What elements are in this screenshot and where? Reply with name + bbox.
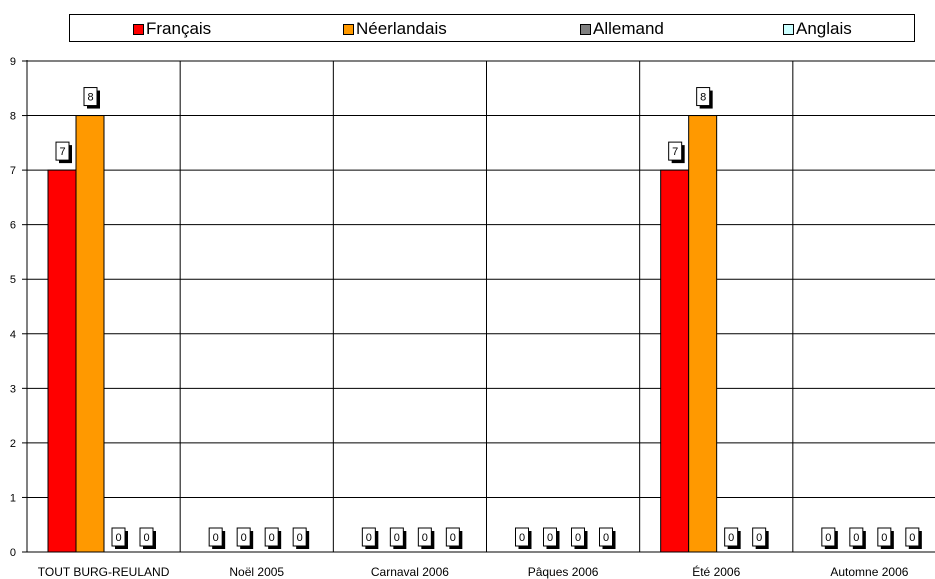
- data-label-box: [877, 527, 892, 547]
- bar: [47, 169, 77, 553]
- data-label-box: [445, 527, 460, 547]
- data-label-box: [696, 87, 711, 107]
- category-label: Automne 2006: [830, 565, 908, 579]
- data-label-box: [55, 141, 70, 161]
- data-label: 7: [59, 146, 65, 158]
- data-label-box: [599, 527, 613, 547]
- data-label: 0: [728, 532, 734, 544]
- data-label-box: [752, 527, 767, 547]
- data-label-box: [389, 527, 404, 547]
- data-label: 0: [394, 532, 400, 544]
- category-label: Pâques 2006: [528, 565, 599, 579]
- data-label-box: [236, 527, 251, 547]
- data-label: 0: [213, 532, 219, 544]
- bar: [688, 115, 718, 553]
- data-label-box: [292, 527, 307, 547]
- legend-swatch: [580, 23, 591, 35]
- legend-swatch: [343, 23, 354, 35]
- data-label: 0: [519, 532, 525, 544]
- legend: Français Néerlandais Allemand Anglais: [69, 14, 915, 42]
- data-label: 0: [241, 532, 247, 544]
- data-label-box: [208, 527, 223, 547]
- data-label-box: [83, 87, 98, 107]
- data-label-box: [361, 527, 376, 547]
- category-label: Carnaval 2006: [371, 565, 449, 579]
- legend-item: Français: [133, 19, 211, 39]
- y-tick-label: 4: [10, 329, 16, 341]
- data-label: 0: [909, 532, 915, 544]
- y-tick-label: 5: [10, 274, 16, 286]
- data-label: 7: [672, 146, 678, 158]
- data-label: 8: [700, 92, 706, 104]
- bar: [660, 169, 690, 553]
- data-label: 0: [575, 532, 581, 544]
- bar: [75, 115, 105, 553]
- data-label-box: [264, 527, 279, 547]
- data-label-box: [905, 527, 920, 547]
- data-label-box: [139, 527, 154, 547]
- data-label: 0: [547, 532, 553, 544]
- data-label: 0: [450, 532, 456, 544]
- data-label: 0: [853, 532, 859, 544]
- y-tick-label: 9: [10, 56, 16, 68]
- y-tick-label: 3: [10, 383, 16, 395]
- category-label: TOUT BURG-REULAND: [38, 565, 170, 579]
- data-label: 0: [422, 532, 428, 544]
- category-label: Noël 2005: [229, 565, 284, 579]
- legend-item: Néerlandais: [343, 19, 447, 39]
- data-label: 8: [87, 92, 93, 104]
- data-label-box: [111, 527, 126, 547]
- y-tick-label: 0: [10, 547, 16, 559]
- data-label-box: [515, 527, 529, 547]
- legend-swatch: [783, 23, 794, 35]
- y-tick-label: 6: [10, 220, 16, 232]
- data-label-box: [543, 527, 557, 547]
- category-label: Été 2006: [692, 564, 740, 579]
- y-tick-label: 2: [10, 438, 16, 450]
- legend-label: Allemand: [593, 19, 664, 38]
- legend-label: Néerlandais: [356, 19, 447, 38]
- y-tick-label: 1: [10, 492, 16, 504]
- data-label-box: [668, 141, 683, 161]
- data-label-box: [417, 527, 432, 547]
- data-label: 0: [756, 532, 762, 544]
- data-label-box: [724, 527, 739, 547]
- data-label-box: [849, 527, 864, 547]
- y-tick-label: 8: [10, 111, 16, 123]
- data-label: 0: [143, 532, 149, 544]
- legend-swatch: [133, 23, 144, 35]
- data-label: 0: [269, 532, 275, 544]
- data-label: 0: [115, 532, 121, 544]
- legend-label: Anglais: [796, 19, 852, 38]
- data-label: 0: [881, 532, 887, 544]
- y-tick-label: 7: [10, 165, 16, 177]
- data-label-box: [821, 527, 836, 547]
- data-label: 0: [366, 532, 372, 544]
- legend-item: Anglais: [783, 19, 852, 39]
- data-label-box: [571, 527, 585, 547]
- data-label: 0: [297, 532, 303, 544]
- data-label: 0: [603, 532, 609, 544]
- legend-label: Français: [146, 19, 212, 38]
- data-label: 0: [825, 532, 831, 544]
- legend-item: Allemand: [580, 19, 664, 39]
